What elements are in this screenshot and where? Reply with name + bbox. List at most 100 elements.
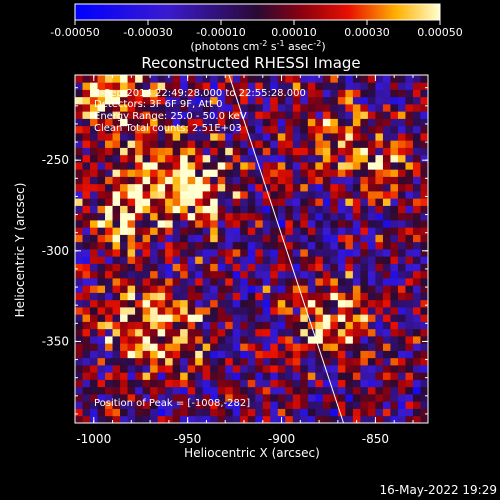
heatmap-cell [315,350,324,359]
heatmap-cell [82,125,91,134]
heatmap-cell [405,82,414,90]
heatmap-cell [112,307,121,315]
heatmap-cell [337,118,346,127]
heatmap-cell [210,386,219,395]
heatmap-cell [142,133,151,141]
heatmap-cell [412,292,421,301]
heatmap-cell [75,292,83,301]
heatmap-cell [232,212,241,221]
heatmap-cell [285,394,294,402]
heatmap-cell [135,205,143,214]
heatmap-cell [127,350,136,359]
heatmap-cell [382,292,391,301]
heatmap-cell [277,321,286,330]
heatmap-cell [105,220,113,228]
heatmap-cell [337,379,346,388]
heatmap-cell [112,154,121,163]
heatmap-cell [397,328,406,337]
heatmap-cell [397,408,406,417]
heatmap-cell [120,386,128,395]
heatmap-cell [382,394,391,402]
heatmap-cell [225,234,234,243]
heatmap-cell [150,278,159,286]
heatmap-cell [135,328,143,337]
heatmap-cell [240,401,249,409]
heatmap-cell [142,394,151,402]
heatmap-cell [405,241,414,250]
heatmap-cell [135,176,143,185]
heatmap-cell [120,256,128,264]
heatmap-cell [255,401,264,409]
heatmap-cell [150,321,159,330]
heatmap-cell [337,125,346,134]
heatmap-cell [367,372,376,380]
heatmap-cell [142,75,151,83]
heatmap-cell [420,299,428,308]
heatmap-cell [352,241,361,250]
heatmap-cell [195,125,204,134]
heatmap-cell [97,263,106,272]
heatmap-cell [285,328,294,337]
heatmap-cell [247,299,256,308]
heatmap-cell [225,307,234,315]
heatmap-cell [322,111,331,119]
heatmap-cell [127,140,136,148]
heatmap-cell [180,198,189,206]
heatmap-cell [112,321,121,330]
heatmap-cell [232,241,241,250]
heatmap-cell [232,270,241,279]
heatmap-cell [375,220,384,228]
heatmap-cell [232,343,241,351]
heatmap-cell [360,212,369,221]
heatmap-cell [187,401,196,409]
heatmap-cell [367,278,376,286]
heatmap-cell [120,379,128,388]
heatmap-cell [232,249,241,257]
heatmap-cell [360,227,369,235]
heatmap-cell [142,249,151,257]
heatmap-cell [112,278,121,286]
heatmap-cell [247,328,256,337]
heatmap-cell [285,285,294,293]
heatmap-cell [412,299,421,308]
heatmap-cell [225,75,234,83]
heatmap-cell [345,372,354,380]
heatmap-cell [165,285,174,293]
heatmap-cell [180,285,189,293]
heatmap-cell [165,162,174,170]
heatmap-cell [270,147,279,156]
heatmap-cell [202,270,211,279]
heatmap-cell [232,350,241,359]
heatmap-cell [315,249,324,257]
heatmap-cell [232,401,241,409]
heatmap-cell [217,386,226,395]
heatmap-cell [397,278,406,286]
heatmap-cell [180,118,189,127]
heatmap-cell [120,133,128,141]
heatmap-cell [120,270,128,279]
heatmap-cell [187,415,196,423]
heatmap-cell [405,96,414,105]
heatmap-cell [75,278,83,286]
heatmap-cell [270,365,279,373]
heatmap-cell [105,125,113,134]
heatmap-cell [285,147,294,156]
heatmap-cell [105,386,113,395]
heatmap-cell [262,125,271,134]
heatmap-cell [142,111,151,119]
heatmap-cell [105,357,113,366]
heatmap-cell [180,176,189,185]
heatmap-cell [165,415,174,423]
heatmap-cell [112,198,121,206]
heatmap-cell [172,314,181,322]
heatmap-cell [390,125,399,134]
heatmap-cell [157,183,166,192]
heatmap-cell [112,256,121,264]
heatmap-cell [120,394,128,402]
heatmap-cell [420,263,428,272]
heatmap-cell [157,336,166,344]
heatmap-cell [382,307,391,315]
heatmap-cell [255,350,264,359]
heatmap-cell [337,394,346,402]
heatmap-cell [180,343,189,351]
